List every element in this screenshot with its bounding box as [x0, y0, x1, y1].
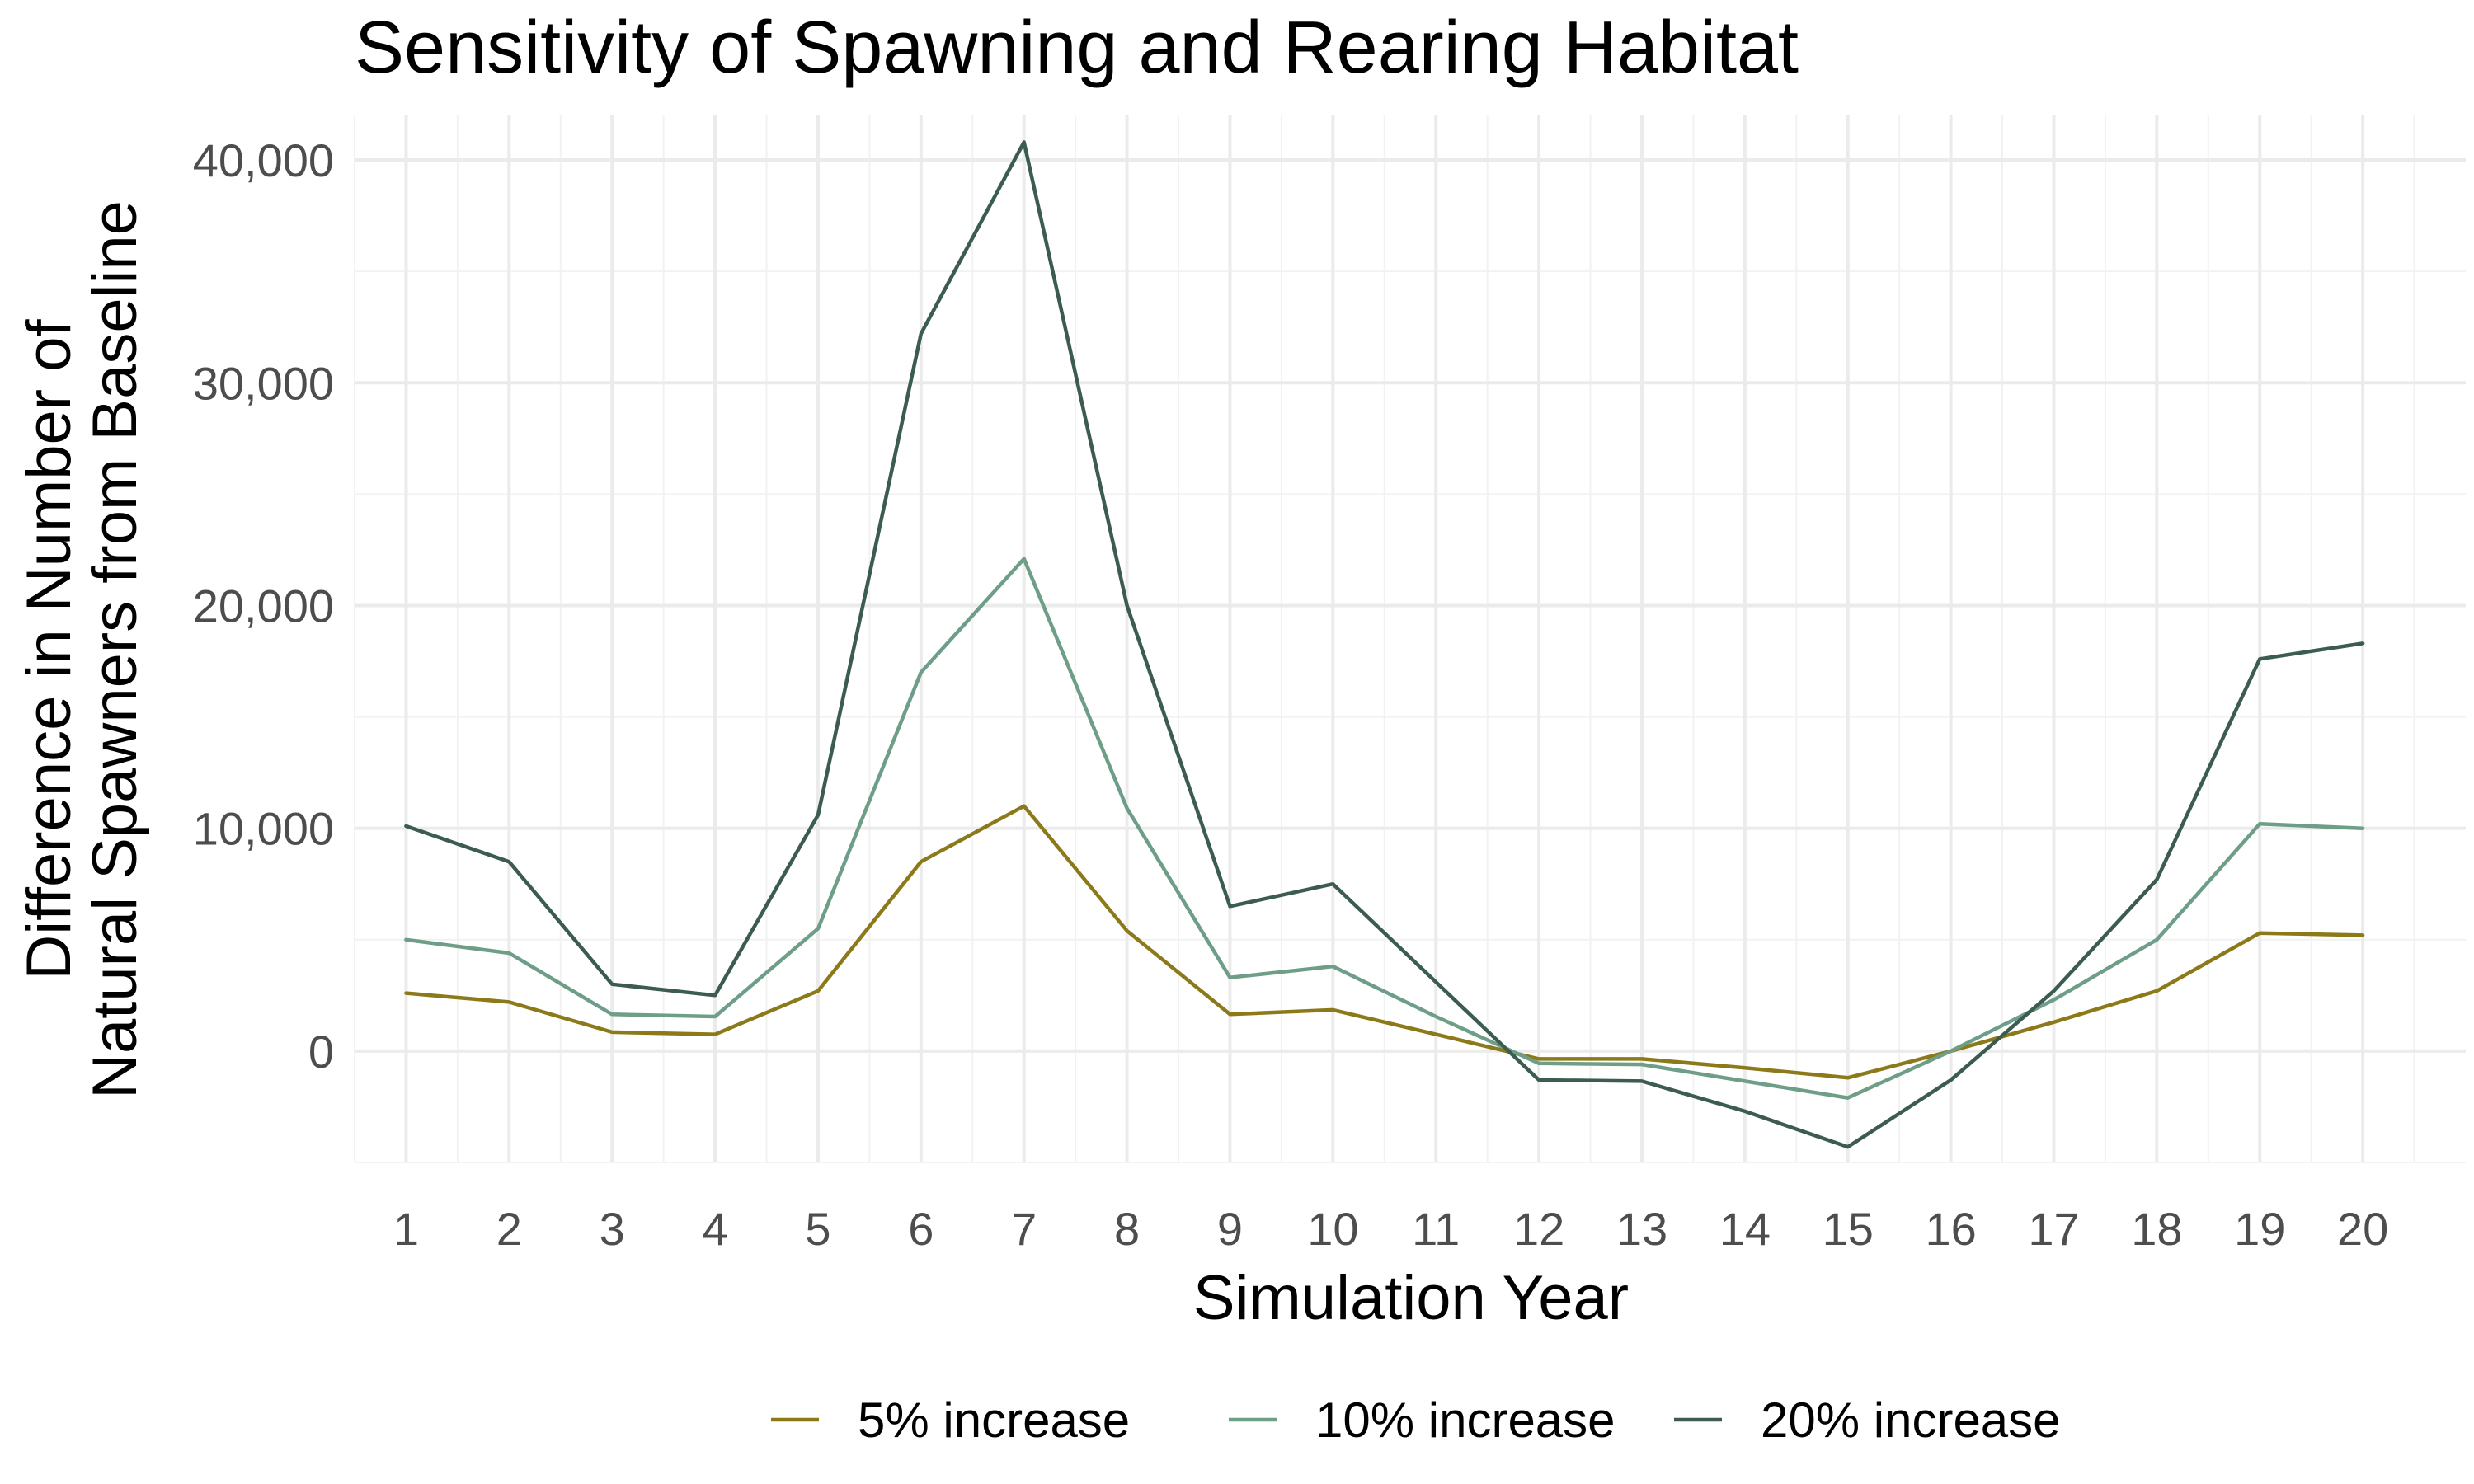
x-tick-label: 8 [1114, 1203, 1140, 1255]
series-line-3 [404, 140, 2365, 1149]
x-tick-label: 17 [2028, 1203, 2079, 1255]
x-tick-label: 14 [1719, 1203, 1771, 1255]
x-axis-tick-labels: 1 2 3 4 5 6 7 8 9 10 11 12 13 14 15 16 17 18 19 20 [393, 1203, 2388, 1255]
x-tick-label: 9 [1217, 1203, 1243, 1255]
x-tick-label: 4 [702, 1203, 727, 1255]
x-tick-label: 15 [1823, 1203, 1874, 1255]
x-tick-label: 12 [1513, 1203, 1564, 1255]
x-tick-label: 11 [1412, 1203, 1460, 1255]
x-tick-label: 5 [805, 1203, 830, 1255]
x-tick-label: 6 [908, 1203, 934, 1255]
legend: 5% increase 10% increase 20% increase [771, 1392, 2061, 1448]
y-axis-title-line-2: Natural Spawners from Baseline [80, 200, 150, 1099]
series-line-1 [404, 804, 2365, 1080]
y-tick-label: 10,000 [193, 803, 334, 855]
y-tick-label: 20,000 [193, 580, 334, 632]
x-tick-label: 16 [1925, 1203, 1976, 1255]
x-tick-label: 7 [1011, 1203, 1037, 1255]
x-tick-label: 2 [496, 1203, 522, 1255]
chart-title: Sensitivity of Spawning and Rearing Habi… [355, 7, 1799, 89]
y-axis-tick-labels: 0 10,000 20,000 30,000 40,000 [193, 134, 334, 1078]
legend-label-2: 10% increase [1315, 1392, 1616, 1448]
legend-label-1: 5% increase [858, 1392, 1130, 1448]
x-tick-label: 19 [2234, 1203, 2285, 1255]
y-tick-label: 30,000 [193, 357, 334, 409]
x-tick-label: 20 [2337, 1203, 2388, 1255]
x-tick-label: 10 [1307, 1203, 1358, 1255]
x-axis-title: Simulation Year [1193, 1263, 1629, 1333]
y-axis-title-line-1: Difference in Number of [14, 319, 84, 980]
grid-layer [354, 115, 2466, 1163]
x-tick-label: 18 [2131, 1203, 2182, 1255]
series-layer [404, 140, 2365, 1149]
legend-label-3: 20% increase [1761, 1392, 2061, 1448]
y-tick-label: 0 [308, 1026, 334, 1078]
y-axis-title: Difference in Number of Natural Spawners… [14, 200, 150, 1099]
series-line-2 [404, 556, 2365, 1100]
x-tick-label: 3 [600, 1203, 625, 1255]
x-tick-label: 13 [1616, 1203, 1667, 1255]
y-tick-label: 40,000 [193, 134, 334, 186]
x-tick-label: 1 [393, 1203, 419, 1255]
